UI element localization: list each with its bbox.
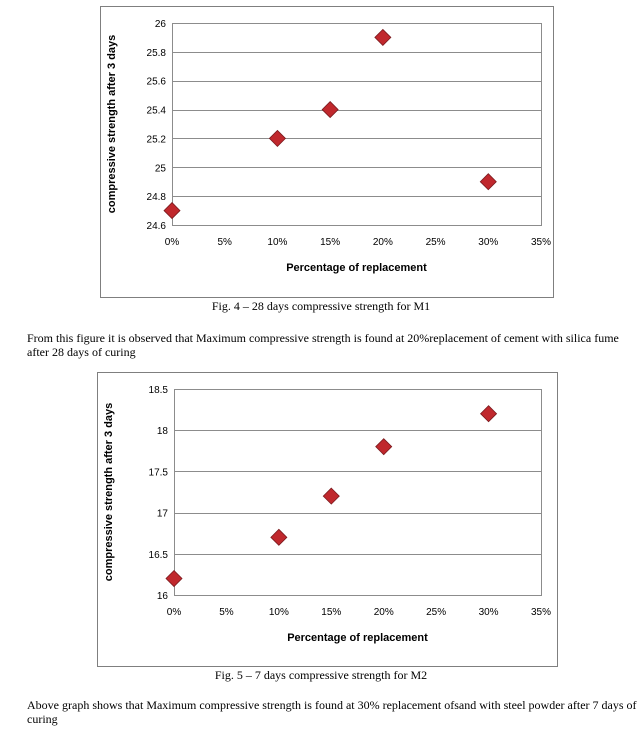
y-tick-label: 17.5 (149, 467, 169, 478)
x-tick-label: 0% (165, 237, 180, 248)
chart-fig4-svg: 24.6 24.8 25 25.2 25.4 25.6 25.8 26 0% 5% 10% 15% 20… (106, 19, 551, 274)
chart-fig5-svg: 16 16.5 17 17.5 18 18.5 0% 5% 10% 15% 20% 25% 30% 35%… (103, 385, 551, 644)
x-tick-label: 30% (479, 607, 499, 618)
y-tick-label: 25.4 (147, 106, 167, 117)
y-tick-label: 18.5 (149, 385, 169, 396)
chart-fig4: 24.6 24.8 25 25.2 25.4 25.6 25.8 26 0% 5% 10% 15% 20… (100, 6, 554, 298)
x-tick-label: 20% (374, 607, 394, 618)
x-tick-label: 10% (269, 607, 289, 618)
data-point-marker (268, 129, 286, 147)
data-point-marker (322, 487, 340, 505)
data-point-marker (375, 438, 393, 456)
y-tick-label: 26 (155, 19, 167, 30)
y-tick-label: 25 (155, 163, 167, 174)
y-tick-label: 17 (157, 509, 169, 520)
data-point-marker (321, 101, 339, 119)
x-tick-label: 20% (373, 237, 393, 248)
x-tick-label: 10% (267, 237, 287, 248)
x-axis-title: Percentage of replacement (286, 262, 427, 274)
y-axis-title: compressive strength after 3 days (106, 35, 118, 214)
data-point-marker (165, 569, 183, 588)
x-axis-title: Percentage of replacement (287, 632, 428, 644)
plot-area-frame (172, 23, 542, 226)
x-tick-label: 30% (478, 237, 498, 248)
data-point-marker (479, 173, 497, 191)
y-tick-label: 25.8 (147, 48, 167, 59)
y-tick-label: 24.8 (147, 192, 167, 203)
x-tick-label: 25% (426, 607, 446, 618)
y-tick-label: 18 (157, 426, 169, 437)
y-tick-label: 16.5 (149, 550, 169, 561)
y-tick-label: 25.2 (147, 134, 167, 145)
paragraph-after-fig4: From this figure it is observed that Max… (27, 331, 619, 359)
figure-caption-5: Fig. 5 – 7 days compressive strength for… (214, 668, 428, 682)
x-tick-label: 25% (426, 237, 446, 248)
paragraph-after-fig5: Above graph shows that Maximum compressi… (27, 698, 637, 726)
y-tick-label: 24.6 (147, 221, 167, 232)
data-point-marker (374, 28, 392, 46)
x-tick-label: 5% (217, 237, 232, 248)
y-tick-label: 25.6 (147, 77, 167, 88)
data-point-marker (270, 528, 288, 546)
y-axis-title: compressive strength after 3 days (103, 403, 115, 582)
x-tick-label: 0% (167, 607, 182, 618)
plot-area-frame (174, 389, 542, 596)
x-tick-label: 15% (320, 237, 340, 248)
y-tick-label: 16 (157, 591, 169, 602)
x-tick-label: 5% (219, 607, 234, 618)
x-tick-label: 35% (531, 237, 551, 248)
data-point-marker (480, 405, 498, 423)
figure-caption-4: Fig. 4 – 28 days compressive strength fo… (211, 299, 431, 313)
data-point-marker (163, 202, 181, 220)
x-tick-label: 15% (321, 607, 341, 618)
x-tick-label: 35% (531, 607, 551, 618)
chart-fig5: 16 16.5 17 17.5 18 18.5 0% 5% 10% 15% 20% 25% 30% 35%… (97, 372, 558, 667)
